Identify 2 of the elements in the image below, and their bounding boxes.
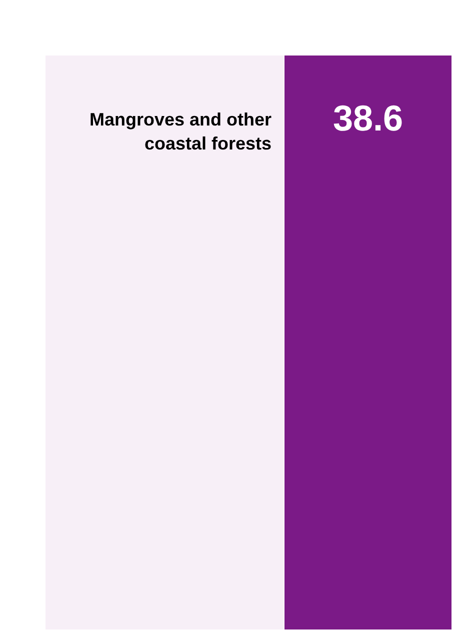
category-label: Mangroves and other coastal forests (89, 110, 272, 154)
data-label: 38.6 (332, 98, 404, 138)
